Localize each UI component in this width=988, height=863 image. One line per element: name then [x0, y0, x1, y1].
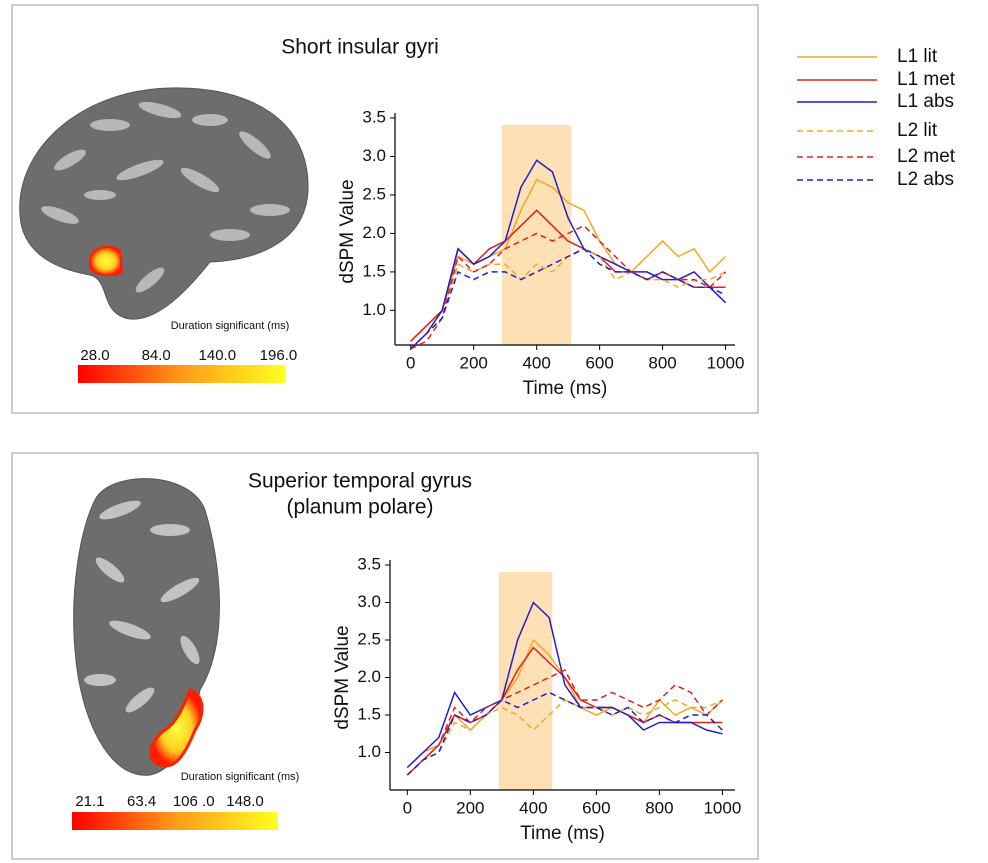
- panel-frame: [11, 4, 759, 414]
- x-tick-label: 0: [406, 353, 415, 372]
- y-tick-label: 3.5: [357, 554, 381, 573]
- y-axis-label: dSPM Value: [337, 179, 358, 283]
- brain-image: [19, 87, 309, 320]
- legend-label: L2 met: [897, 146, 956, 167]
- x-tick-label: 800: [645, 798, 673, 817]
- series-line: [410, 247, 726, 350]
- legend-label: L2 lit: [897, 120, 938, 141]
- legend-label: L1 met: [897, 69, 956, 90]
- y-tick-label: 3.5: [362, 107, 386, 126]
- y-tick-label: 1.5: [357, 704, 381, 723]
- chart-title: (planum polare): [286, 496, 433, 519]
- colorbar-tick-label: 106 .0: [173, 793, 215, 810]
- y-tick-label: 2.5: [357, 629, 381, 648]
- x-tick-label: 1000: [703, 798, 741, 817]
- y-tick-label: 1.0: [362, 300, 386, 319]
- y-tick-label: 1.5: [362, 261, 386, 280]
- series-line: [406, 669, 723, 776]
- series-line: [406, 699, 723, 776]
- legend-label: L1 abs: [897, 91, 954, 112]
- colorbar-tick-label: 140.0: [199, 347, 237, 364]
- y-tick-label: 1.0: [357, 742, 381, 761]
- x-tick-label: 400: [519, 798, 547, 817]
- colorbar-tick-label: 148.0: [226, 793, 264, 810]
- series-line: [406, 646, 723, 776]
- series-line: [406, 638, 723, 769]
- legend-label: L2 abs: [897, 169, 954, 190]
- x-axis-label: Time (ms): [520, 823, 605, 844]
- y-axis-label: dSPM Value: [332, 625, 353, 729]
- x-tick-label: 1000: [707, 353, 745, 372]
- x-tick-label: 200: [456, 798, 484, 817]
- colorbar-tick-label: 28.0: [80, 347, 109, 364]
- series-line: [406, 601, 723, 769]
- y-tick-label: 2.5: [362, 184, 386, 203]
- x-tick-label: 0: [403, 798, 412, 817]
- series-line: [406, 691, 723, 776]
- colorbar-label: Duration significant (ms): [181, 771, 300, 783]
- x-tick-label: 800: [648, 353, 676, 372]
- colorbar-tick-label: 21.1: [75, 793, 104, 810]
- y-tick-label: 3.0: [362, 146, 386, 165]
- x-axis-label: Time (ms): [523, 378, 608, 399]
- brain-image: [73, 478, 220, 776]
- colorbar-tick-label: 196.0: [260, 347, 298, 364]
- colorbar-label: Duration significant (ms): [171, 320, 290, 332]
- colorbar: [78, 365, 285, 383]
- colorbar-tick-label: 63.4: [127, 793, 156, 810]
- colorbar-tick-label: 84.0: [142, 347, 171, 364]
- x-tick-label: 600: [582, 798, 610, 817]
- x-tick-label: 400: [522, 353, 550, 372]
- panel-frame: [11, 452, 759, 860]
- x-tick-label: 600: [585, 353, 613, 372]
- y-tick-label: 2.0: [362, 223, 386, 242]
- legend-label: L1 lit: [897, 46, 938, 67]
- series-line: [410, 178, 727, 342]
- series-line: [410, 159, 727, 350]
- colorbar: [72, 812, 278, 830]
- y-tick-label: 3.0: [357, 592, 381, 611]
- chart-title: Superior temporal gyrus: [248, 470, 472, 493]
- chart-title: Short insular gyri: [281, 36, 439, 59]
- x-tick-label: 200: [460, 353, 488, 372]
- y-tick-label: 2.0: [357, 667, 381, 686]
